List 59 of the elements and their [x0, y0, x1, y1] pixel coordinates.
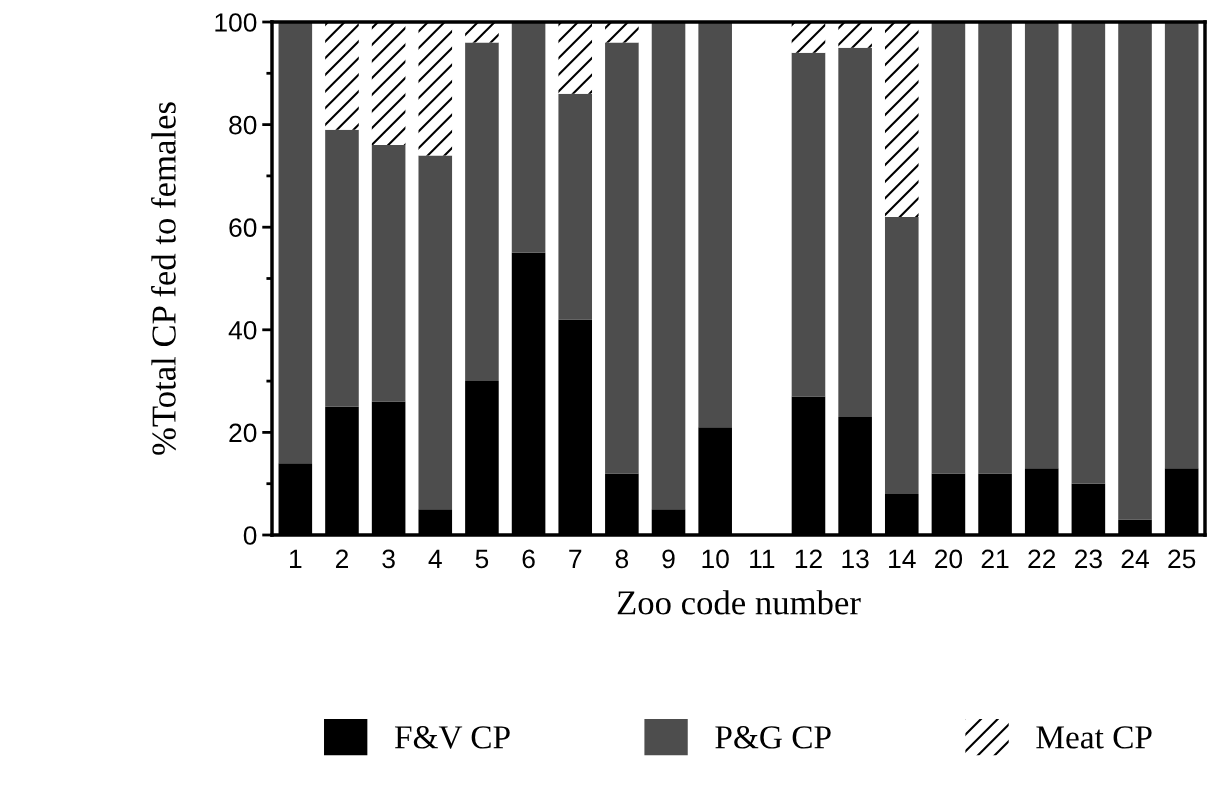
bar — [931, 22, 966, 474]
bar — [325, 22, 359, 130]
bar — [465, 42, 499, 382]
x-tick-label: 11 — [750, 549, 775, 569]
x-axis-title: Zoo code number — [617, 590, 861, 615]
x-tick-label: 24 — [1121, 549, 1149, 569]
bar — [978, 22, 1012, 474]
y-tick-label: 40 — [228, 320, 257, 340]
x-tick-label: 21 — [981, 549, 1009, 569]
bar — [418, 22, 453, 156]
x-tick-label: 23 — [1075, 549, 1102, 569]
bar — [884, 22, 919, 217]
x-tick-label: 8 — [615, 549, 629, 569]
x-tick-label: 10 — [702, 549, 729, 569]
x-tick-label: 7 — [569, 549, 582, 569]
y-axis-title: %Total CP fed to females — [151, 102, 176, 455]
y-tick-label: 60 — [229, 218, 257, 238]
x-tick-label: 2 — [335, 549, 348, 569]
bar — [371, 22, 406, 146]
x-tick-label: 4 — [428, 549, 442, 569]
x-tick-label: 22 — [1028, 549, 1056, 569]
bar — [698, 22, 732, 428]
bar — [791, 22, 826, 53]
x-tick-label: 1 — [290, 549, 302, 569]
bar — [1164, 22, 1199, 469]
bar — [1071, 22, 1106, 484]
x-tick-label: 14 — [889, 549, 916, 569]
bar — [558, 93, 593, 320]
bar — [791, 52, 826, 397]
bar — [1024, 22, 1059, 469]
bar — [838, 47, 872, 418]
legend-label: F&V CP — [394, 726, 510, 749]
x-tick-label: 25 — [1168, 549, 1196, 569]
legend-label: P&G CP — [715, 726, 831, 749]
y-tick-label: 80 — [229, 115, 257, 135]
bar — [278, 22, 313, 464]
bar — [558, 22, 593, 94]
y-tick-label: 100 — [215, 13, 257, 32]
bar — [651, 22, 686, 510]
x-tick-label: 3 — [382, 549, 395, 569]
y-tick-label: 20 — [229, 423, 257, 443]
y-tick-label: 0 — [243, 526, 257, 545]
bar — [605, 42, 639, 474]
bar — [838, 22, 872, 48]
bar — [325, 129, 359, 407]
bar — [418, 155, 453, 510]
x-tick-label: 20 — [935, 549, 963, 569]
legend-label: Meat CP — [1036, 726, 1152, 749]
x-tick-label: 9 — [662, 549, 675, 569]
bar — [1118, 22, 1152, 520]
x-tick-label: 6 — [522, 549, 535, 569]
x-tick-label: 12 — [795, 549, 822, 569]
bar — [605, 22, 639, 43]
bar — [465, 22, 499, 43]
bar — [371, 145, 406, 402]
bar — [884, 216, 919, 494]
x-tick-label: 13 — [842, 549, 869, 569]
x-tick-label: 5 — [475, 549, 489, 569]
bar — [511, 22, 546, 253]
